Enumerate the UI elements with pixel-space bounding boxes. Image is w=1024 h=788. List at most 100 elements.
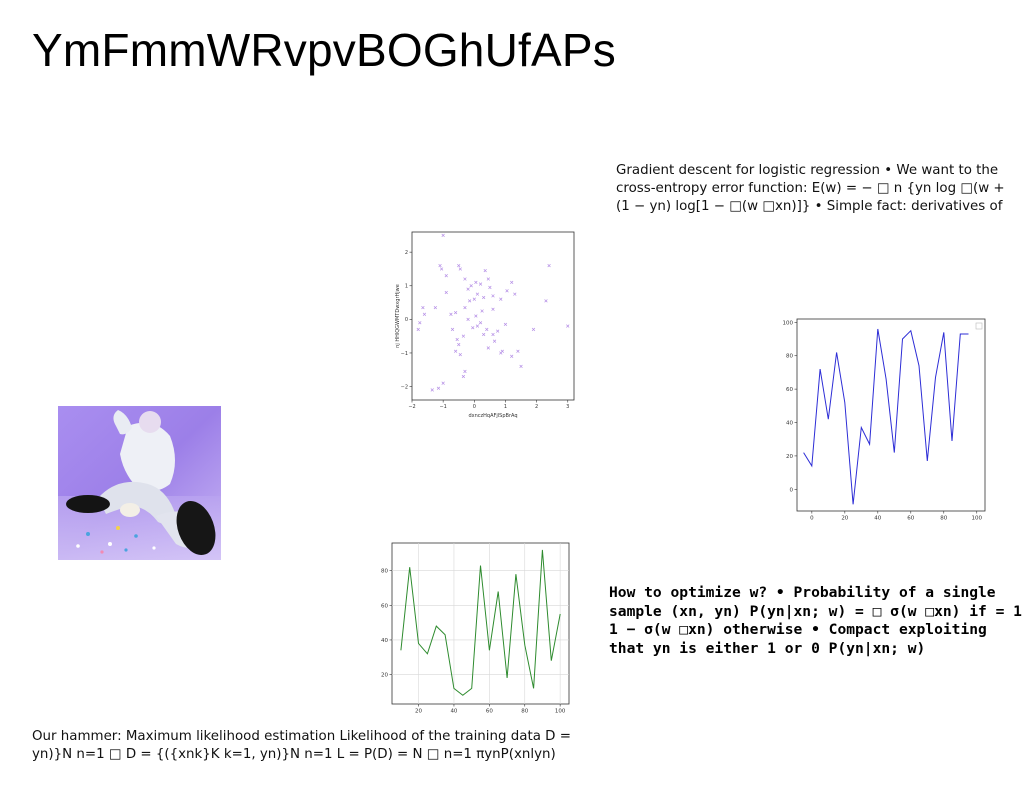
scatter-point — [463, 305, 467, 310]
blue-ytick-label: 80 — [786, 354, 793, 360]
scatter-point — [421, 305, 425, 310]
scatter-point — [418, 321, 422, 325]
scatter-point — [492, 339, 497, 343]
scatter-point — [499, 297, 503, 301]
scatter-xtick-label: −1 — [439, 404, 446, 410]
scatter-point — [516, 349, 520, 353]
blue-ytick-label: 40 — [786, 421, 793, 427]
green-xtick-label: 40 — [450, 709, 457, 715]
scatter-point — [467, 299, 472, 303]
green-ytick-label: 40 — [381, 638, 388, 644]
scatter-point — [519, 364, 523, 369]
scatter-point — [441, 233, 445, 238]
blue-ytick-label: 60 — [786, 387, 793, 393]
scatter-point — [461, 374, 466, 379]
scatter-ylabel: nj HHlQGWMTDwxgrHjwe — [395, 284, 401, 348]
scatter-point — [531, 327, 536, 332]
blue-ticks: 0 20 40 60 80 100 0 20 40 60 80 100 — [783, 320, 983, 521]
scatter-point — [453, 349, 458, 353]
scatter-point — [510, 354, 514, 358]
scatter-point — [474, 280, 478, 285]
blue-xtick-label: 0 — [810, 516, 814, 522]
scatter-point — [513, 292, 517, 296]
scatter-point — [450, 327, 455, 332]
scatter-ytick-label: 2 — [405, 250, 408, 256]
scatter-point — [457, 342, 461, 347]
scatter-point — [491, 294, 495, 298]
gradient-descent-text: Gradient descent for logistic regression… — [616, 163, 1005, 214]
scatter-point — [486, 346, 490, 350]
page-title: YmFmmWRvpvBOGhUfAPs — [32, 24, 616, 76]
scatter-point — [455, 337, 459, 342]
scatter-point — [488, 285, 492, 290]
scatter-point — [461, 334, 466, 338]
scatter-point — [466, 317, 470, 322]
blue-xtick-label: 80 — [940, 516, 947, 522]
scatter-point — [449, 312, 453, 316]
green-xtick-label: 20 — [415, 709, 422, 715]
scatter-point — [466, 287, 470, 291]
green-line-chart: 20 40 60 80 100 20 40 60 80 — [381, 542, 570, 715]
green-ticks: 20 40 60 80 100 20 40 60 80 — [381, 569, 566, 715]
scatter-point — [474, 314, 478, 318]
scatter-xtick-label: 2 — [535, 404, 538, 410]
green-xtick-label: 60 — [486, 709, 493, 715]
scatter-point — [547, 263, 551, 268]
scatter-point — [457, 263, 461, 268]
scatter-xlabel: dxnczHqAFjlSpBrAq — [468, 413, 517, 419]
scatter-point — [444, 290, 448, 295]
photo-illustration — [58, 406, 221, 560]
green-xtick-label: 100 — [555, 709, 566, 715]
scatter-point — [436, 386, 441, 390]
scatter-point — [471, 326, 475, 330]
scatter-point — [439, 267, 444, 271]
scatter-xtick-label: 0 — [473, 404, 476, 410]
scatter-point — [475, 324, 480, 328]
scatter-point — [486, 277, 490, 281]
optimize-w-text: How to optimize w? • Probability of a si… — [609, 584, 1022, 657]
max-likelihood-text: Our hammer: Maximum likelihood estimatio… — [32, 729, 571, 762]
scatter-point — [566, 324, 570, 328]
scatter-point — [510, 280, 514, 285]
scatter-point — [472, 297, 476, 301]
green-ytick-label: 80 — [381, 569, 388, 575]
scatter-ytick-label: −1 — [401, 351, 408, 357]
photo-person-purple — [58, 406, 221, 560]
blue-xtick-label: 60 — [907, 516, 914, 522]
scatter-point — [458, 267, 462, 271]
scatter-point — [482, 332, 486, 337]
blue-xtick-label: 40 — [874, 516, 881, 522]
scatter-point — [441, 381, 445, 385]
scatter-chart: −2 −1 0 1 2 3 −2 −1 0 1 2 dxnczHqAFjlSpBrAq nj HHl… — [395, 231, 575, 419]
scatter-point — [433, 305, 438, 310]
scatter-plot-area — [411, 231, 575, 401]
scatter-point — [422, 312, 427, 316]
scatter-point — [496, 329, 500, 333]
scatter-point — [478, 321, 483, 325]
scatter-point — [491, 307, 495, 311]
scatter-point — [416, 327, 420, 332]
blue-plot-area — [796, 318, 986, 512]
scatter-point — [482, 295, 486, 300]
scatter-ytick-label: 0 — [405, 317, 408, 323]
scatter-point — [505, 289, 509, 293]
scatter-point — [483, 268, 487, 273]
blue-series-line — [803, 328, 969, 505]
scatter-point — [478, 282, 483, 286]
scatter-point — [453, 310, 458, 315]
scatter-point — [480, 309, 484, 313]
scatter-point — [475, 292, 480, 296]
scatter-ytick-label: 1 — [405, 284, 408, 290]
scatter-xtick-label: 1 — [504, 404, 507, 410]
scatter-point — [544, 299, 548, 303]
scatter-point — [430, 388, 434, 392]
scatter-point — [485, 327, 489, 332]
green-ytick-label: 20 — [381, 673, 388, 679]
scatter-point — [463, 369, 467, 374]
blue-xtick-label: 100 — [972, 516, 983, 522]
scatter-point — [463, 277, 467, 281]
scatter-xtick-label: −2 — [408, 404, 415, 410]
blue-ytick-label: 100 — [783, 320, 794, 326]
scatter-ticks: −2 −1 0 1 2 3 −2 −1 0 1 2 — [401, 250, 570, 410]
scatter-point — [444, 274, 448, 278]
